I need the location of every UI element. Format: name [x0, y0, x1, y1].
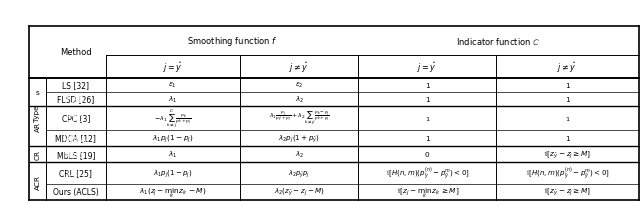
Text: $\mathbb{1}[z_{\hat{y}}-z_j \geq M]$: $\mathbb{1}[z_{\hat{y}}-z_j \geq M]$: [543, 149, 591, 160]
Text: LS [32]: LS [32]: [62, 81, 90, 90]
Text: CPC: CPC: [67, 114, 84, 123]
Text: CRL [25]: CRL [25]: [60, 169, 92, 178]
Text: Smoothing function $f$: Smoothing function $f$: [187, 35, 277, 48]
Text: $\lambda_2 p_{\hat{y}}p_j$: $\lambda_2 p_{\hat{y}}p_j$: [288, 167, 310, 179]
Text: $\lambda_1\frac{p_j}{p_{\hat{y}}+p_j}+\lambda_2\sum_{k\neq\hat{y}}\frac{p_k-p_j}: $\lambda_1\frac{p_j}{p_{\hat{y}}+p_j}+\l…: [269, 109, 330, 128]
Text: $j \neq \hat{y}$: $j \neq \hat{y}$: [557, 60, 577, 74]
Text: LS: LS: [70, 81, 81, 90]
Text: Indicator function $\mathbb{C}$: Indicator function $\mathbb{C}$: [456, 36, 541, 47]
Text: FLSD: FLSD: [65, 95, 86, 104]
Text: $j = \hat{y}$: $j = \hat{y}$: [417, 60, 437, 74]
Text: $\mathbb{1}[z_{\hat{y}} - z_j \geq M]$: $\mathbb{1}[z_{\hat{y}} - z_j \geq M]$: [543, 186, 591, 197]
Text: $j \neq \hat{y}$: $j \neq \hat{y}$: [289, 60, 309, 74]
Text: 1: 1: [565, 82, 570, 88]
Text: MbLS [19]: MbLS [19]: [56, 150, 95, 159]
Text: 1: 1: [425, 135, 429, 141]
Text: FLSD [26]: FLSD [26]: [57, 95, 95, 104]
Text: 1: 1: [565, 116, 570, 121]
Text: Ours (ACLS): Ours (ACLS): [53, 187, 99, 196]
Text: $\lambda_2$: $\lambda_2$: [294, 95, 304, 105]
Text: CRL: CRL: [67, 169, 84, 178]
Text: MDCA [12]: MDCA [12]: [56, 134, 96, 143]
Text: Type: Type: [35, 105, 40, 122]
Text: $\lambda_2 p_j(1+p_{\hat{y}})$: $\lambda_2 p_j(1+p_{\hat{y}})$: [278, 133, 320, 144]
Text: 1: 1: [565, 97, 570, 103]
Text: 1: 1: [425, 97, 429, 103]
Text: MbLS: MbLS: [65, 150, 87, 159]
Text: 0: 0: [425, 152, 429, 158]
Text: $\lambda_2(z_{\hat{y}} - z_j - M)$: $\lambda_2(z_{\hat{y}} - z_j - M)$: [274, 186, 324, 197]
Text: $-\lambda_1\sum_{k\neq j}^{C}\frac{p_k}{p_k+p_j}$: $-\lambda_1\sum_{k\neq j}^{C}\frac{p_k}{…: [154, 108, 191, 129]
Text: $\lambda_1$: $\lambda_1$: [168, 150, 177, 160]
Text: $\mathbb{1}[H(n,m)(p_{\hat{y}}^{(n)}-p_{\hat{y}}^m)<0]$: $\mathbb{1}[H(n,m)(p_{\hat{y}}^{(n)}-p_{…: [385, 165, 470, 181]
Text: $\lambda_1$: $\lambda_1$: [168, 95, 177, 105]
Text: $\epsilon_2$: $\epsilon_2$: [295, 81, 303, 90]
Text: $\lambda_2$: $\lambda_2$: [294, 150, 304, 160]
Text: CPC [3]: CPC [3]: [61, 114, 90, 123]
Text: $j = \hat{y}$: $j = \hat{y}$: [163, 60, 182, 74]
Text: $\lambda_1 p_j(1-p_j)$: $\lambda_1 p_j(1-p_j)$: [153, 167, 193, 179]
Text: $\lambda_1 p_j(1-p_j)$: $\lambda_1 p_j(1-p_j)$: [152, 133, 194, 144]
Text: $\lambda_1(z_j - \min_k z_k - M)$: $\lambda_1(z_j - \min_k z_k - M)$: [139, 185, 207, 199]
Text: 1: 1: [425, 116, 429, 121]
Text: $\mathsf{s}$: $\mathsf{s}$: [35, 89, 40, 96]
Text: AR: AR: [35, 122, 40, 132]
Text: 1: 1: [565, 135, 570, 141]
Text: MDCA: MDCA: [63, 134, 88, 143]
Text: Method: Method: [60, 48, 92, 57]
Text: CR: CR: [35, 150, 40, 160]
Text: $\epsilon_1$: $\epsilon_1$: [168, 81, 177, 90]
Text: ACR: ACR: [35, 174, 40, 189]
Text: $\mathbb{1}[z_j - \min_k z_k \geq M]$: $\mathbb{1}[z_j - \min_k z_k \geq M]$: [396, 185, 459, 199]
Text: 1: 1: [425, 82, 429, 88]
Text: $\mathbb{1}[H(n,m)(p_{\hat{y}}^{(n)}-p_{\hat{y}}^m)<0]$: $\mathbb{1}[H(n,m)(p_{\hat{y}}^{(n)}-p_{…: [525, 165, 610, 181]
